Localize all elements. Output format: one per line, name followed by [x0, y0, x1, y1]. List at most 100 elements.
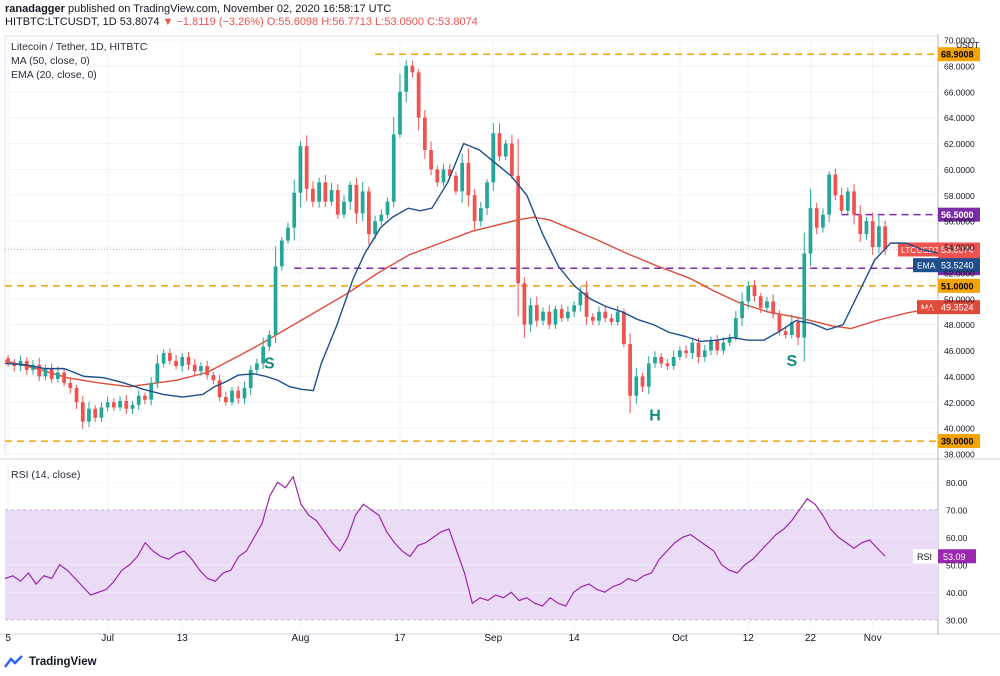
- candle-body: [497, 133, 502, 157]
- candle-body: [665, 363, 670, 367]
- x-tick-label: 17: [394, 633, 406, 644]
- candle-body: [62, 372, 66, 383]
- price-pane-frame: [4, 35, 939, 455]
- candle-body: [242, 388, 247, 399]
- publisher-name[interactable]: ranadagger: [5, 3, 65, 15]
- ema-legend: EMA (20, close, 0): [11, 69, 97, 81]
- candle-body: [572, 305, 576, 312]
- candle-body: [267, 334, 272, 347]
- candle-body: [93, 408, 98, 418]
- candle-body: [615, 311, 620, 323]
- y-tick-label: 62.0000: [944, 139, 975, 149]
- candle-body: [373, 221, 377, 235]
- candle-body: [783, 331, 788, 335]
- candle-body: [877, 226, 881, 247]
- ema-line: [4, 142, 939, 398]
- rsi-tag-name-bg: [913, 549, 938, 564]
- candle-body: [485, 182, 489, 209]
- x-tick-label: 12: [743, 633, 755, 644]
- candle-body: [789, 322, 794, 335]
- rsi-last-value: 53.09: [943, 552, 966, 562]
- candle-body: [248, 369, 253, 389]
- candle-body: [180, 356, 185, 367]
- rsi-tag-name: RSI: [917, 552, 932, 562]
- candle-body: [634, 376, 639, 396]
- candle-body: [292, 192, 297, 228]
- y-tick-label: 40.0000: [944, 424, 975, 434]
- candle-body: [379, 214, 384, 222]
- candle-body: [273, 266, 278, 335]
- y-tick-label: 56.0000: [944, 217, 975, 227]
- candle-body: [199, 366, 203, 372]
- candle-body: [590, 316, 595, 321]
- y-tick-label: 52.0000: [944, 268, 975, 278]
- candle-body: [118, 400, 122, 408]
- candle-body: [6, 358, 10, 364]
- candle-body: [883, 226, 887, 250]
- x-tick-label: 13: [177, 633, 189, 644]
- ltc-tag-name-bg: [898, 242, 938, 257]
- y-tick-label: 58.0000: [944, 191, 975, 201]
- candle-body: [547, 311, 552, 325]
- candle-body: [603, 311, 608, 319]
- footer-brand-text: TradingView: [29, 656, 97, 668]
- candle-body: [733, 318, 738, 338]
- level-tag-label: 51.0000: [941, 281, 974, 291]
- candle-body: [37, 364, 42, 377]
- candle-body: [503, 143, 508, 157]
- ema-price-value: 53.5240: [941, 261, 974, 271]
- candle-body: [435, 169, 440, 183]
- candle-body: [74, 388, 79, 403]
- candle-body: [43, 368, 48, 377]
- candle-body: [335, 190, 340, 215]
- candle-body: [640, 376, 645, 387]
- candle-body: [329, 190, 334, 202]
- y-tick-label: 70.0000: [944, 36, 975, 46]
- published-text: published on TradingView.com, November 0…: [67, 3, 392, 15]
- x-tick-label: 22: [805, 633, 817, 644]
- candle-body: [304, 146, 309, 189]
- candle-body: [317, 182, 321, 202]
- last-price: 53.8074: [119, 16, 160, 28]
- chart-title: Litecoin / Tether, 1D, HITBTC: [11, 41, 148, 53]
- candle-body: [143, 395, 147, 400]
- rsi-line: [4, 475, 886, 607]
- candle-body: [584, 292, 589, 317]
- footer-brand[interactable]: TradingView: [4, 652, 97, 672]
- level-tag-label: 39.0000: [941, 437, 974, 447]
- ma-price-tag: [938, 300, 980, 315]
- quote-line: HITBTC:LTCUSDT, 1D 53.8074 ▼ −1.8119 (−3…: [5, 16, 478, 28]
- candle-body: [802, 253, 807, 338]
- candle-body: [367, 191, 371, 235]
- y-tick-label: 64.0000: [944, 113, 975, 123]
- candle-body: [416, 72, 421, 118]
- y-tick-label: 44.0000: [944, 372, 975, 382]
- pattern-label: H: [649, 407, 661, 424]
- candle-body: [827, 174, 832, 215]
- candle-body: [447, 169, 452, 176]
- candle-body: [845, 191, 850, 211]
- level-tag: [938, 47, 980, 62]
- candle-body: [223, 397, 228, 403]
- candle-body: [821, 214, 825, 228]
- candle-body: [68, 382, 73, 389]
- rsi-tick-label: 50.00: [946, 560, 968, 570]
- ltc-tag-name: LTCUSDT: [901, 245, 940, 255]
- candle-body: [566, 311, 570, 319]
- candles: [6, 59, 887, 429]
- level-tag: [938, 278, 980, 293]
- y-tick-label: 60.0000: [944, 165, 975, 175]
- candle-body: [833, 174, 838, 196]
- candle-body: [746, 285, 751, 302]
- candle-body: [460, 162, 465, 192]
- rsi-legend: RSI (14, close): [11, 469, 81, 481]
- candle-body: [385, 201, 390, 215]
- candle-body: [105, 402, 110, 408]
- rsi-pane: RSI 53.09: [4, 475, 976, 621]
- candle-body: [255, 363, 259, 370]
- level-tag: [938, 434, 980, 449]
- candle-body: [261, 346, 265, 364]
- candle-body: [360, 191, 365, 214]
- candle-body: [298, 146, 303, 193]
